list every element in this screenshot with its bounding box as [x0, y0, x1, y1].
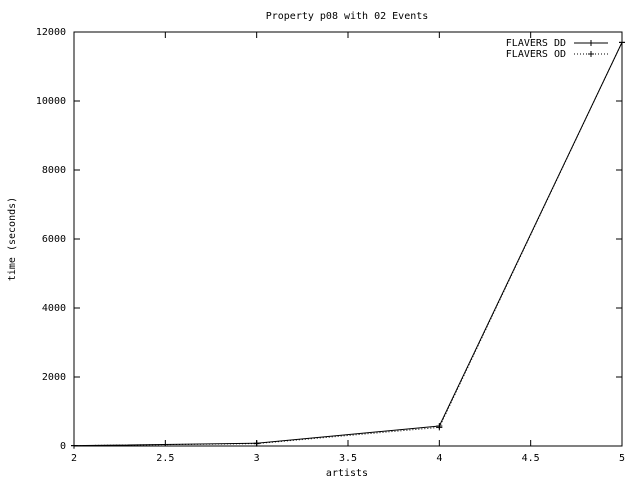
legend-marker [588, 51, 594, 57]
x-tick-label: 4.5 [522, 453, 540, 464]
legend-marker [588, 40, 594, 46]
x-axis-label: artists [326, 468, 368, 479]
y-tick-label: 4000 [42, 303, 66, 314]
x-tick-label: 2.5 [156, 453, 174, 464]
y-tick-label: 6000 [42, 234, 66, 245]
x-tick-label: 5 [619, 453, 625, 464]
y-tick-label: 8000 [42, 165, 66, 176]
x-tick-label: 3.5 [339, 453, 357, 464]
y-tick-label: 12000 [36, 27, 66, 38]
y-tick-label: 2000 [42, 372, 66, 383]
legend-label: FLAVERS DD [506, 38, 566, 49]
y-tick-label: 0 [60, 441, 66, 452]
series-line [73, 42, 623, 447]
x-tick-label: 3 [254, 453, 260, 464]
legend-label: FLAVERS OD [506, 49, 566, 60]
chart-title: Property p08 with 02 Events [266, 11, 429, 22]
x-tick-label: 4 [436, 453, 442, 464]
y-axis-label: time (seconds) [7, 197, 18, 281]
data-point [71, 442, 77, 449]
data-point [253, 440, 260, 447]
data-point [436, 424, 443, 431]
x-tick-label: 2 [71, 453, 77, 464]
data-point [619, 39, 625, 46]
y-tick-label: 10000 [36, 96, 66, 107]
